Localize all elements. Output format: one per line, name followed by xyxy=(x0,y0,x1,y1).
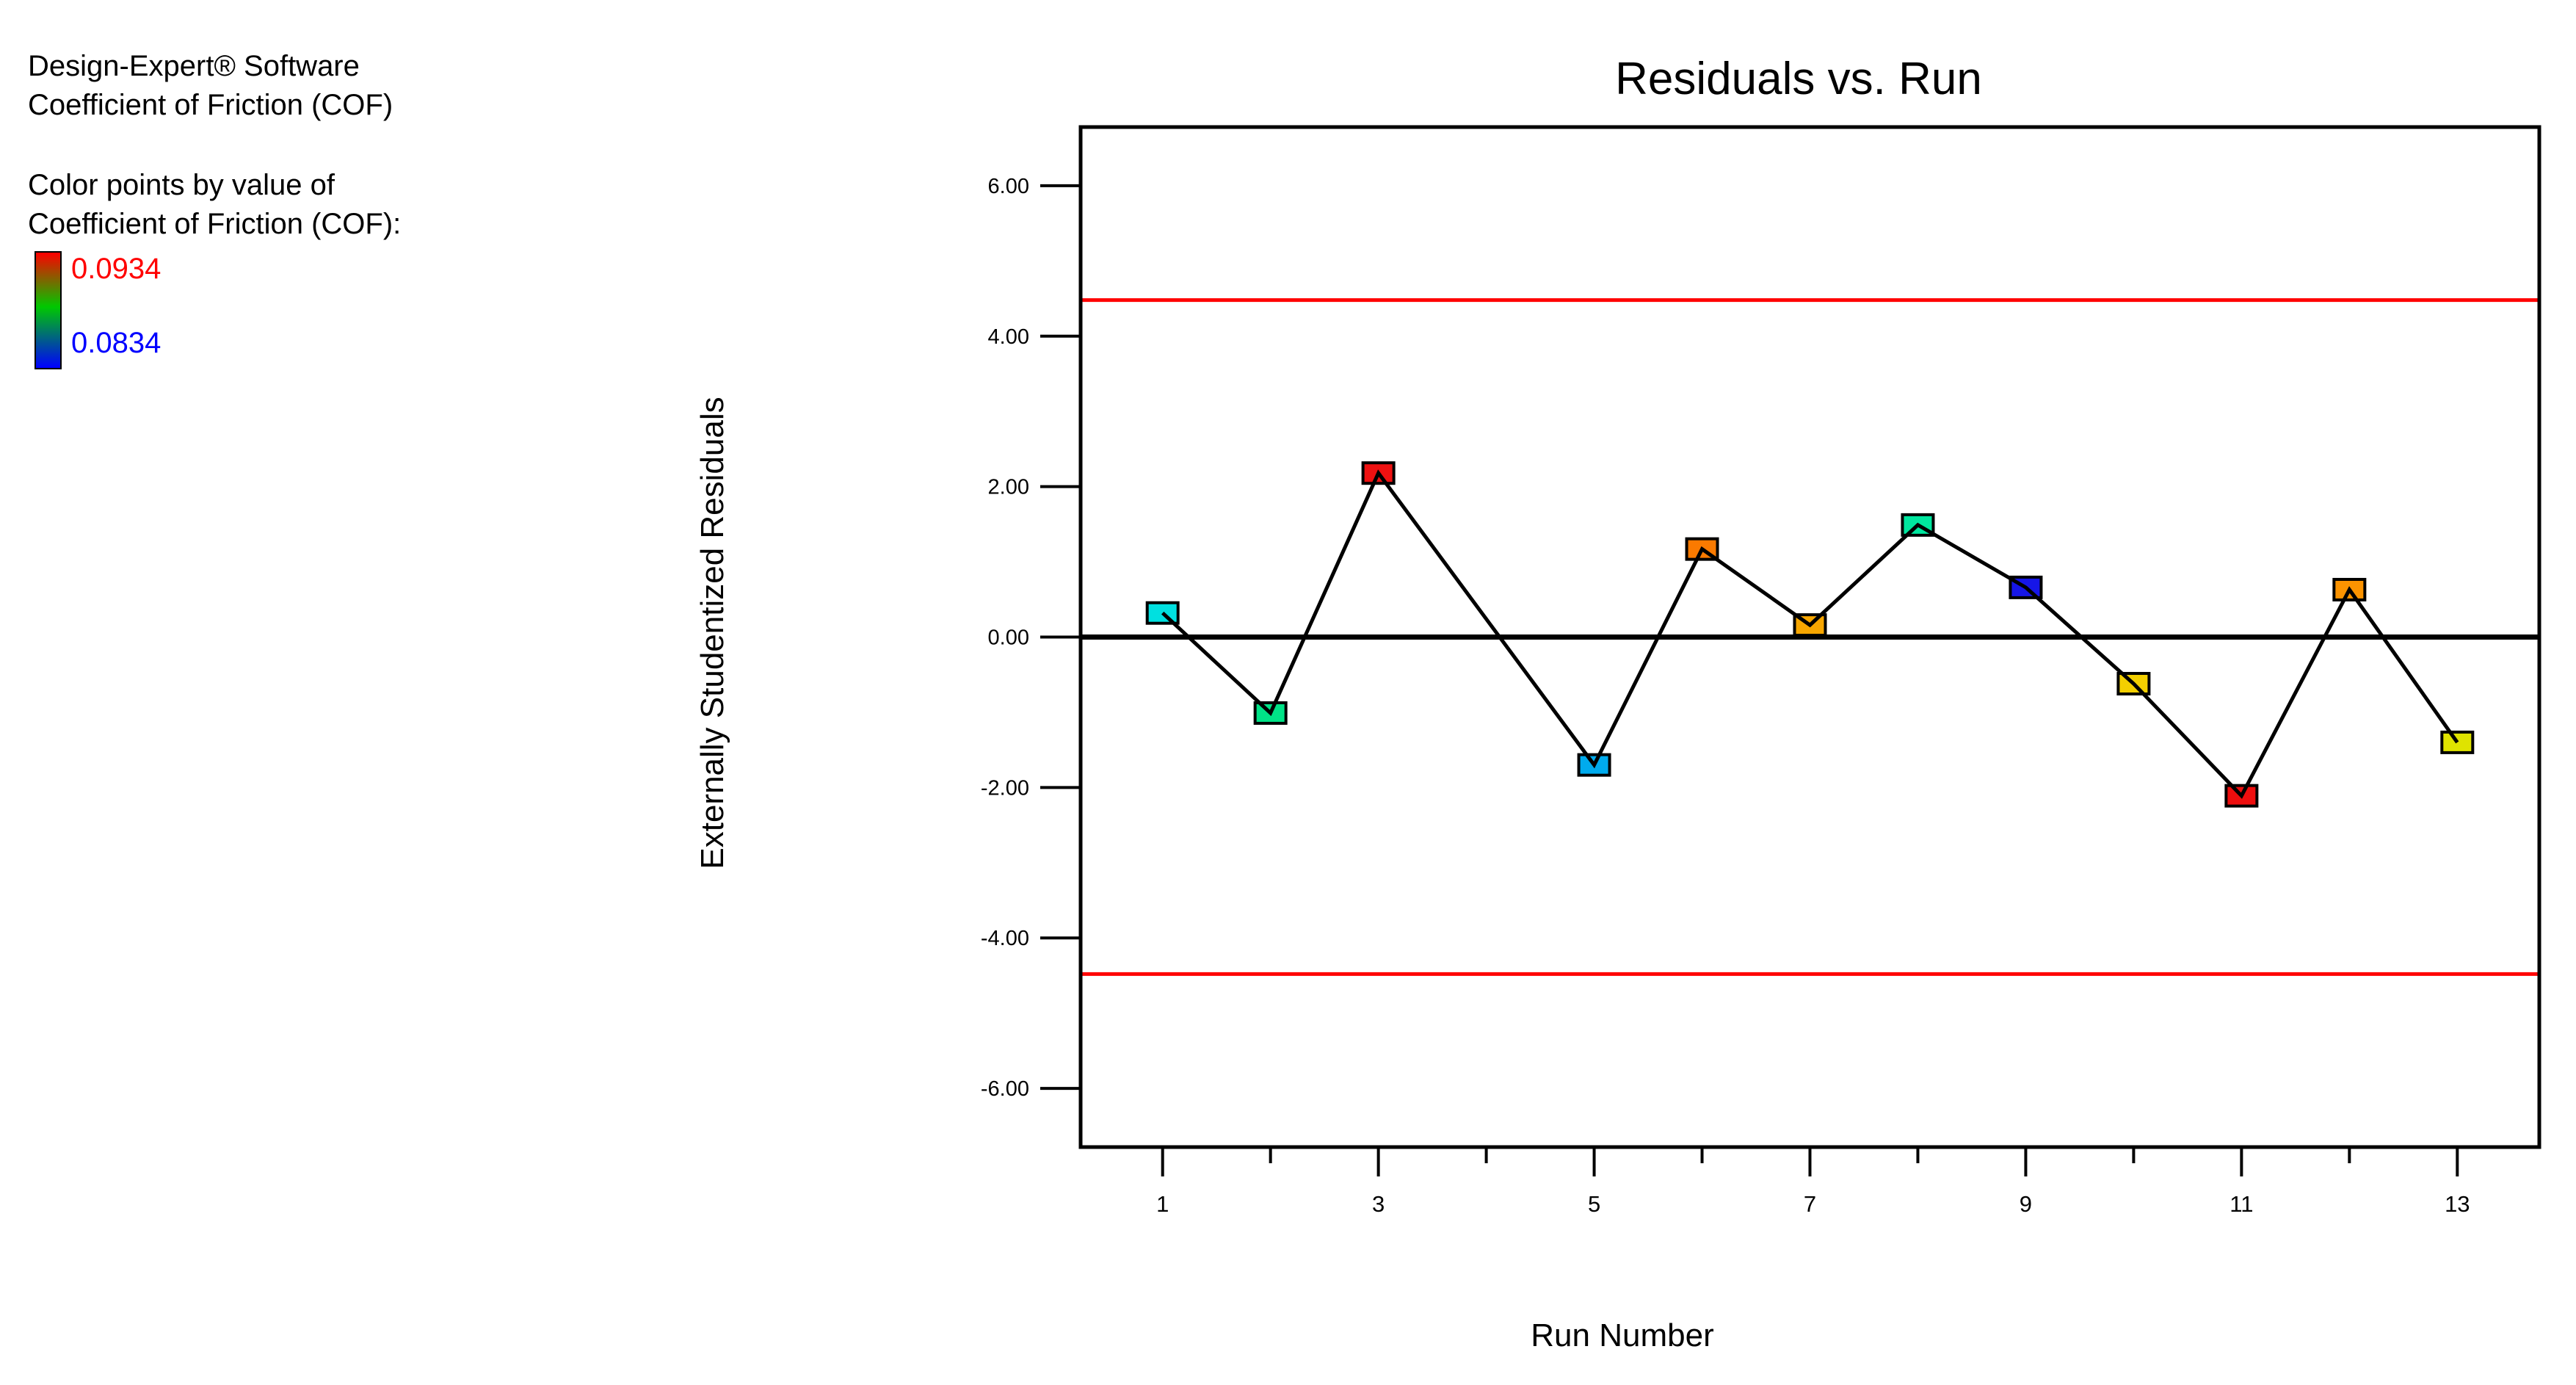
x-tick-label-7: 7 xyxy=(1804,1191,1816,1217)
y-tick-label-4.00: 4.00 xyxy=(988,325,1029,349)
control-limit-lines xyxy=(1081,298,2539,976)
residual-polyline xyxy=(1161,469,2459,799)
x-axis-label: Run Number xyxy=(1531,1317,1713,1353)
legend-caption-line1: Color points by value of xyxy=(28,169,335,201)
info-panel: Design-Expert® Software Coefficient of F… xyxy=(28,47,401,369)
chart-title: Residuals vs. Run xyxy=(1615,54,1982,104)
x-tick-label-13: 13 xyxy=(2445,1191,2470,1217)
residual-polyline-group xyxy=(1161,469,2459,799)
x-tick-label-3: 3 xyxy=(1372,1191,1385,1217)
color-gradient-bar xyxy=(35,251,62,369)
y-tick-label-0.00: 0.00 xyxy=(988,626,1029,650)
y-tick-label-2.00: 2.00 xyxy=(988,476,1029,499)
legend-caption-line2: Coefficient of Friction (COF): xyxy=(28,208,402,240)
legend-values: 0.0934 0.0834 xyxy=(71,251,161,359)
data-points xyxy=(1145,461,2475,808)
software-name: Design-Expert® Software xyxy=(28,50,360,82)
legend-caption: Color points by value of Coefficient of … xyxy=(28,166,401,244)
y-tick-label--4.00: -4.00 xyxy=(981,927,1029,950)
y-tick-label--2.00: -2.00 xyxy=(981,776,1029,800)
x-tick-label-9: 9 xyxy=(2020,1191,2032,1217)
y-axis-label: Externally Studentized Residuals xyxy=(694,397,730,869)
data-point-run-11[interactable] xyxy=(2224,784,2259,808)
legend-low-value: 0.0834 xyxy=(71,327,162,359)
y-tick-label--6.00: -6.00 xyxy=(981,1077,1029,1101)
axis-tick-labels: 6.004.002.000.00-2.00-4.00-6.001 3 5 7 9 11 13 xyxy=(981,175,2470,1217)
x-tick-label-11: 11 xyxy=(2229,1191,2253,1217)
y-tick-label-6.00: 6.00 xyxy=(988,175,1029,198)
color-legend: 0.0934 0.0834 xyxy=(28,251,401,369)
legend-high-value: 0.0934 xyxy=(71,253,162,285)
response-name: Coefficient of Friction (COF) xyxy=(28,89,393,121)
axis-ticks xyxy=(1040,184,2459,1176)
x-tick-label-5: 5 xyxy=(1588,1191,1600,1217)
x-tick-label-1: 1 xyxy=(1156,1191,1169,1217)
